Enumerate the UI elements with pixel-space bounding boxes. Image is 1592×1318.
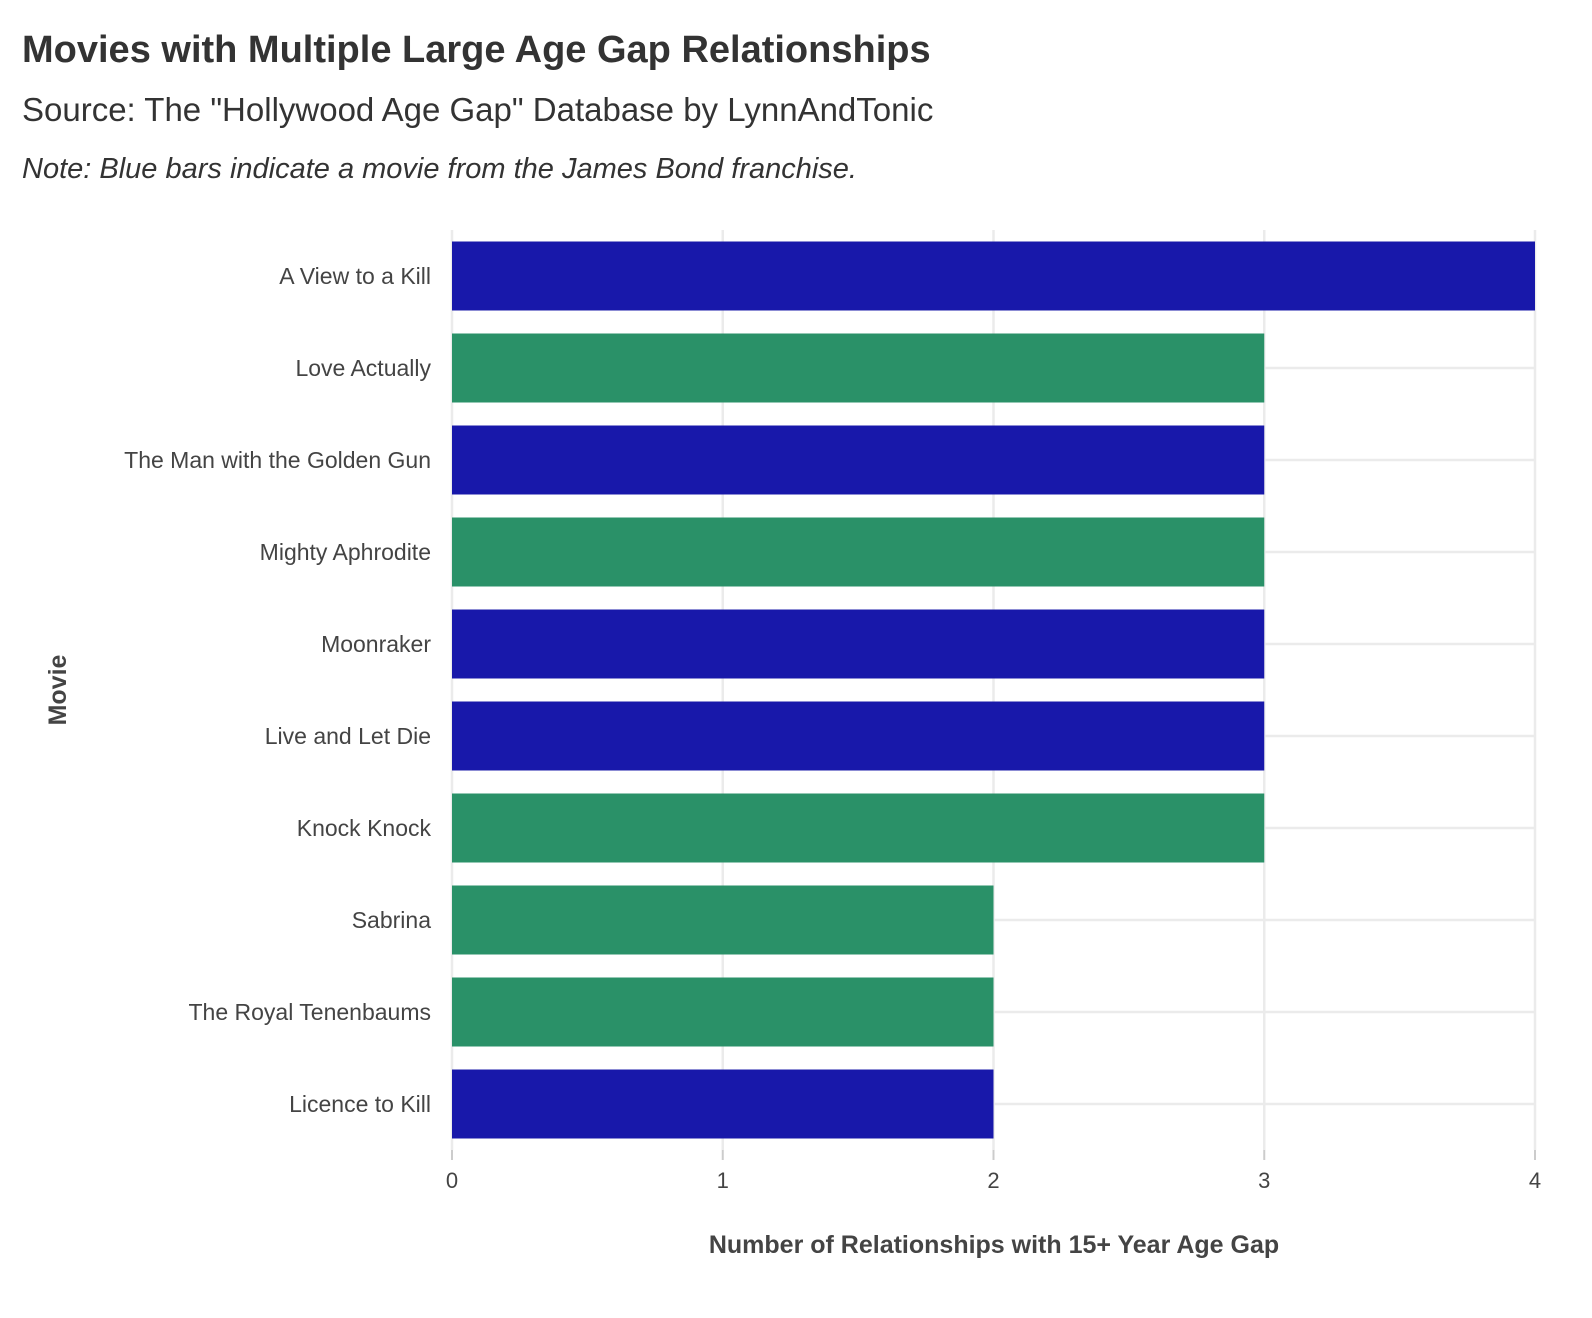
x-tick-label-3: 3 [1258,1168,1270,1193]
x-tick-label-1: 1 [717,1168,729,1193]
chart-note: Note: Blue bars indicate a movie from th… [22,153,857,185]
bar-3 [452,517,1265,587]
category-label-1: Love Actually [295,355,431,381]
bar-7 [452,885,994,955]
bar-5 [452,701,1265,771]
x-tick-label-2: 2 [987,1168,999,1193]
x-axis-title: Number of Relationships with 15+ Year Ag… [709,1231,1279,1259]
bar-6 [452,793,1265,863]
category-labels: A View to a Kill Love Actually The Man wit… [124,263,431,1117]
bar-8 [452,977,994,1047]
category-label-4: Moonraker [321,631,431,657]
chart-subtitle: Source: The "Hollywood Age Gap" Database… [22,91,933,128]
category-label-2: The Man with the Golden Gun [124,447,431,473]
category-label-5: Live and Let Die [265,723,431,749]
category-label-7: Sabrina [352,907,431,933]
category-label-6: Knock Knock [297,815,432,841]
bar-9 [452,1069,994,1139]
bar-0 [452,241,1535,311]
bar-4 [452,609,1265,679]
category-label-3: Mighty Aphrodite [260,539,431,565]
category-label-9: Licence to Kill [289,1091,431,1117]
x-tick-label-4: 4 [1529,1168,1541,1193]
bars [452,241,1535,1139]
category-label-8: The Royal Tenenbaums [189,999,432,1025]
category-label-0: A View to a Kill [279,263,431,289]
chart-title: Movies with Multiple Large Age Gap Relat… [22,29,931,71]
bar-1 [452,333,1265,403]
x-axis-ticks: 0 1 2 3 4 [446,1150,1541,1193]
x-tick-label-0: 0 [446,1168,458,1193]
y-axis-title: Movie [44,654,72,725]
bar-2 [452,425,1265,495]
